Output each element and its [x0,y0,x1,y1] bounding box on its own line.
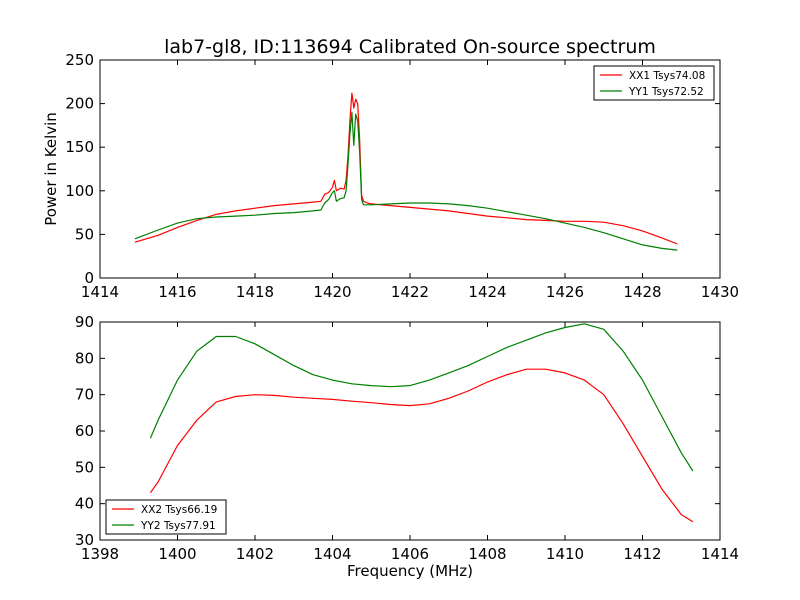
x-tick-label: 1408 [468,545,506,563]
x-tick-label: 1428 [623,283,661,301]
legend-entry-label: XX2 Tsys66.19 [141,504,217,516]
y-axis-label: Power in Kelvin [42,112,60,226]
x-tick-label: 1410 [546,545,584,563]
series-line-1 [134,92,678,245]
y-tick-label: 40 [75,495,94,513]
legend-entry-label: YY1 Tsys72.52 [628,86,704,98]
y-tick-label: 70 [75,386,94,404]
legend-box [105,499,227,535]
y-tick-label: 0 [84,269,94,287]
legend-entry-label: XX1 Tsys74.08 [629,70,705,82]
y-tick-label: 200 [65,95,94,113]
x-tick-label: 1412 [623,545,661,563]
x-tick-label: 1398 [81,545,119,563]
series-line-2 [134,111,678,251]
y-tick-label: 30 [75,531,94,549]
y-tick-label: 90 [75,313,94,331]
x-tick-label: 1402 [236,545,274,563]
x-tick-label: 1400 [158,545,196,563]
x-tick-label: 1430 [701,283,739,301]
legend: XX1 Tsys74.08 YY1 Tsys72.52 [593,65,715,101]
x-tick-label: 1420 [313,283,351,301]
y-tick-label: 50 [75,225,94,243]
series-line-1 [149,368,694,523]
y-tick-label: 80 [75,349,94,367]
y-tick-label: 60 [75,422,94,440]
x-tick-label: 1414 [81,283,119,301]
y-tick-label: 250 [65,51,94,69]
y-tick-label: 100 [65,182,94,200]
plot-1: 1414 1416 1418 1420 1422 1424 1426 1428 1430 0 50 1… [65,51,739,301]
x-tick-label: 1422 [391,283,429,301]
x-tick-label: 1404 [313,545,351,563]
y-tick-label: 50 [75,458,94,476]
legend-entry-label: YY2 Tsys77.91 [140,520,216,532]
x-tick-label: 1426 [546,283,584,301]
x-tick-label: 1414 [701,545,739,563]
chart-title: lab7-gl8, ID:113694 Calibrated On-source… [164,36,656,58]
y-tick-label: 150 [65,138,94,156]
x-tick-label: 1416 [158,283,196,301]
legend: XX2 Tsys66.19 YY2 Tsys77.91 [105,499,227,535]
legend-box [593,65,715,101]
series-line-2 [149,323,694,472]
x-tick-label: 1424 [468,283,506,301]
x-tick-label: 1418 [236,283,274,301]
plots-group: 1414 1416 1418 1420 1422 1424 1426 1428 14300501… [65,51,739,563]
plot-2: 1398 1400 1402 1404 1406 1408 1410 1412 1414 30 40… [75,313,739,563]
x-tick-label: 1406 [391,545,429,563]
x-axis-label: Frequency (MHz) [347,562,473,580]
